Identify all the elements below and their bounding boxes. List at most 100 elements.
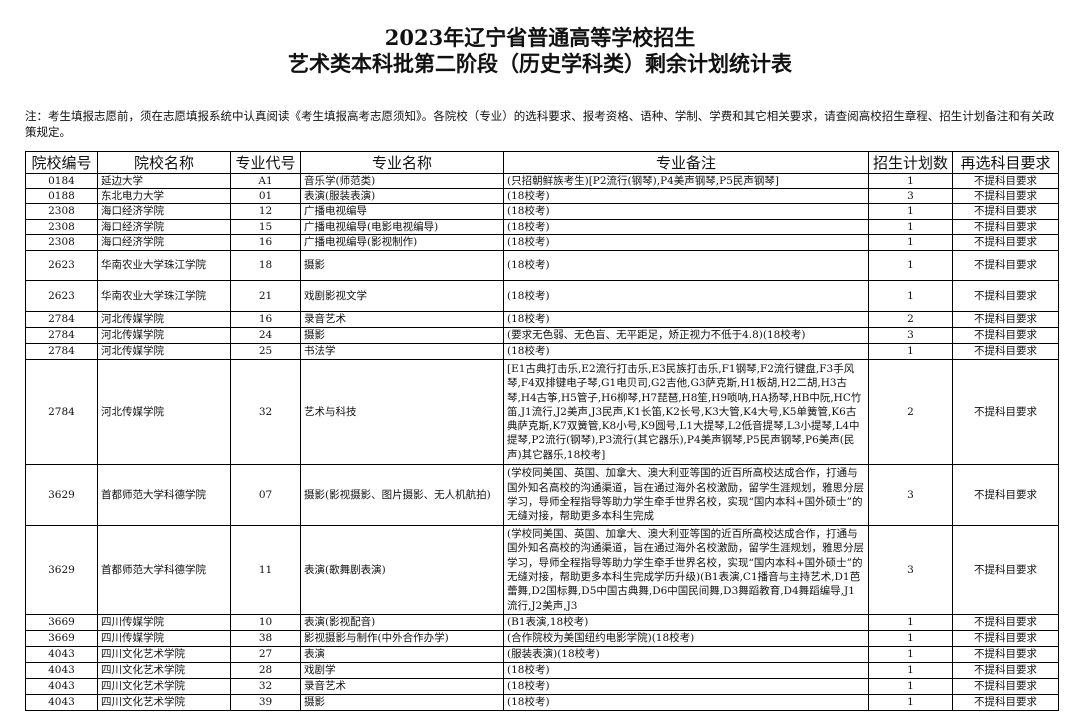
major-remark: (18校考) (507, 221, 550, 233)
subject-requirement: 不提科目要求 (974, 175, 1037, 187)
school-code: 2784 (48, 329, 75, 342)
table-row: 2308 海口经济学院 12 广播电视编导 (18校考) 1 不提科目要求 (25, 203, 1059, 220)
school-name: 四川文化艺术学院 (101, 680, 185, 693)
subject-requirement: 不提科目要求 (974, 616, 1037, 629)
school-name: 延边大学 (101, 175, 143, 187)
school-name: 河北传媒学院 (101, 329, 164, 342)
major-code: 15 (258, 221, 273, 233)
major-code: 39 (258, 696, 273, 709)
major-name: 艺术与科技 (304, 405, 357, 418)
major-remark: (18校考) (507, 345, 550, 358)
school-code: 4043 (48, 648, 75, 661)
school-code: 4043 (48, 696, 75, 709)
table-row: 3669 四川传媒学院 38 影视摄影与制作(中外合作办学) (合作院校为美国纽约电影学… (25, 630, 1059, 647)
school-code: 2784 (48, 345, 75, 358)
major-name: 表演 (304, 648, 325, 661)
subject-requirement: 不提科目要求 (974, 405, 1037, 418)
plan-count: 2 (907, 313, 914, 326)
major-remark: (18校考) (507, 259, 550, 272)
major-name: 表演(服装表演) (304, 190, 376, 202)
column-header: 招生计划数 (868, 151, 953, 174)
school-code: 2784 (48, 405, 75, 418)
subject-requirement: 不提科目要求 (974, 563, 1037, 576)
school-name: 河北传媒学院 (101, 313, 164, 326)
major-name: 录音艺术 (304, 680, 346, 693)
school-name: 首都师范大学科德学院 (101, 488, 206, 501)
subject-requirement: 不提科目要求 (974, 205, 1037, 218)
major-code: 01 (258, 190, 273, 202)
school-code: 2308 (48, 236, 75, 249)
major-name: 录音艺术 (304, 313, 346, 326)
major-remark: (服装表演)(18校考) (507, 648, 600, 661)
plan-count: 1 (907, 696, 914, 709)
column-header: 院校编号 (25, 151, 98, 174)
plan-count: 1 (907, 680, 914, 693)
table-row: 2623 华南农业大学珠江学院 18 摄影 (18校考) 1 不提科目要求 (25, 250, 1059, 281)
major-remark: (18校考) (507, 236, 550, 249)
subject-requirement: 不提科目要求 (974, 488, 1037, 501)
major-code: 24 (258, 329, 273, 342)
school-name: 河北传媒学院 (101, 405, 164, 418)
plan-count: 2 (907, 405, 914, 418)
table-row: 3629 首都师范大学科德学院 07 摄影(影视摄影、图片摄影、无人机航拍) (学校同美… (25, 464, 1059, 526)
table-row: 2623 华南农业大学珠江学院 21 戏剧影视文学 (18校考) 1 不提科目要求 (25, 280, 1059, 312)
major-name: 表演(影视配音) (304, 616, 376, 629)
major-code: 32 (258, 680, 273, 693)
school-code: 4043 (48, 680, 75, 693)
major-name: 戏剧影视文学 (304, 289, 367, 302)
major-remark: (18校考) (507, 664, 550, 677)
major-code: 27 (258, 648, 273, 661)
column-header: 院校名称 (97, 151, 231, 174)
subject-requirement: 不提科目要求 (974, 236, 1037, 249)
plan-count: 3 (907, 563, 914, 576)
school-code: 3669 (48, 616, 75, 629)
table-row: 2308 海口经济学院 16 广播电视编导(影视制作) (18校考) 1 不提科目要求 (25, 234, 1059, 251)
school-name: 四川传媒学院 (101, 632, 164, 645)
major-name: 戏剧学 (304, 664, 336, 677)
table-row: 0188 东北电力大学 01 表演(服装表演) (18校考) 3 不提科目要求 (25, 188, 1059, 204)
column-header: 再选科目要求 (952, 151, 1059, 174)
major-name: 音乐学(师范类) (304, 175, 376, 187)
major-remark: (18校考) (507, 696, 550, 709)
column-header: 专业备注 (503, 151, 869, 174)
plan-count: 3 (907, 488, 914, 501)
plan-table: 院校编号 院校名称 专业代号 专业名称 专业备注 招生计划数 再选科目要求 0184 延边大学… (25, 151, 1059, 711)
major-name: 书法学 (304, 345, 336, 358)
subject-requirement: 不提科目要求 (974, 696, 1037, 709)
plan-count: 1 (907, 648, 914, 661)
table-row: 2784 河北传媒学院 24 摄影 (要求无色弱、无色盲、无平距足，矫正视力不低于4.8… (25, 327, 1059, 344)
school-name: 华南农业大学珠江学院 (101, 259, 206, 272)
table-row: 2784 河北传媒学院 32 艺术与科技 [E1古典打击乐,E2流行打击乐,E3民族打击… (25, 359, 1059, 465)
school-name: 海口经济学院 (101, 221, 164, 233)
major-code: A1 (258, 175, 273, 187)
subject-requirement: 不提科目要求 (974, 289, 1037, 302)
major-code: 21 (258, 289, 273, 302)
plan-count: 1 (907, 259, 914, 272)
major-name: 摄影(影视摄影、图片摄影、无人机航拍) (304, 488, 491, 501)
school-code: 0184 (48, 175, 75, 187)
column-header: 专业名称 (300, 151, 504, 174)
major-name: 广播电视编导(影视制作) (304, 236, 418, 249)
major-code: 32 (258, 405, 273, 418)
school-code: 2308 (48, 221, 75, 233)
major-remark: (B1表演,18校考) (507, 616, 589, 629)
school-code: 3669 (48, 632, 75, 645)
major-remark: (只招朝鲜族考生)[P2流行(钢琴),P4美声钢琴,P5民声钢琴] (507, 175, 779, 187)
subject-requirement: 不提科目要求 (974, 345, 1037, 358)
major-name: 影视摄影与制作(中外合作办学) (304, 632, 449, 645)
school-code: 2623 (48, 259, 75, 272)
major-code: 11 (258, 563, 273, 576)
subject-requirement: 不提科目要求 (974, 221, 1037, 233)
school-name: 海口经济学院 (101, 205, 164, 218)
table-row: 0184 延边大学 A1 音乐学(师范类) (只招朝鲜族考生)[P2流行(钢琴),P4美… (25, 173, 1059, 189)
major-code: 12 (258, 205, 273, 218)
major-code: 25 (258, 345, 273, 358)
major-remark: (18校考) (507, 289, 550, 302)
page-subtitle: 艺术类本科批第二阶段（历史学科类）剩余计划统计表 (288, 51, 792, 76)
subject-requirement: 不提科目要求 (974, 313, 1037, 326)
table-row: 4043 四川文化艺术学院 28 戏剧学 (18校考) 1 不提科目要求 (25, 662, 1059, 679)
table-row: 4043 四川文化艺术学院 32 录音艺术 (18校考) 1 不提科目要求 (25, 678, 1059, 695)
plan-count: 1 (907, 221, 914, 233)
table-row: 2784 河北传媒学院 25 书法学 (18校考) 1 不提科目要求 (25, 343, 1059, 360)
major-code: 16 (258, 313, 273, 326)
